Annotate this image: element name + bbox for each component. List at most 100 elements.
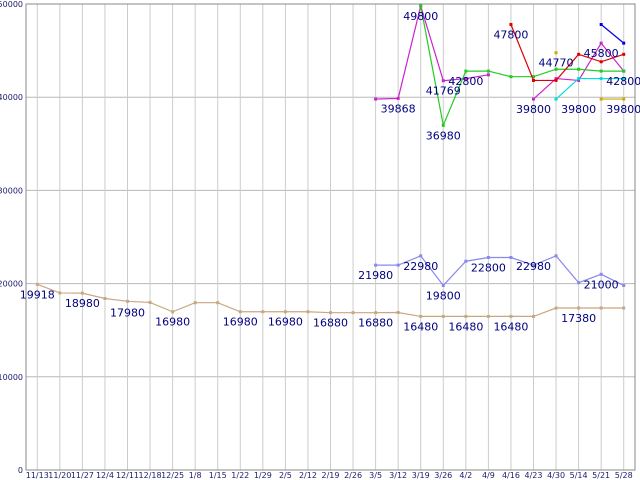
data-point bbox=[419, 4, 423, 8]
data-label: 41769 bbox=[426, 85, 461, 98]
series-lines bbox=[35, 3, 626, 318]
y-tick-label: 10000 bbox=[0, 373, 23, 382]
data-point bbox=[622, 52, 626, 56]
data-point bbox=[35, 282, 39, 286]
data-point bbox=[577, 306, 581, 310]
x-tick-label: 2/12 bbox=[299, 471, 317, 480]
data-point bbox=[464, 259, 468, 263]
data-label: 22980 bbox=[403, 260, 438, 273]
data-point bbox=[577, 52, 581, 56]
data-point bbox=[599, 41, 603, 45]
data-point bbox=[577, 78, 581, 82]
data-label: 44770 bbox=[539, 57, 574, 70]
data-point bbox=[554, 306, 558, 310]
data-point bbox=[599, 23, 603, 27]
data-point bbox=[577, 67, 581, 71]
x-tick-label: 4/23 bbox=[525, 471, 543, 480]
data-point bbox=[441, 123, 445, 127]
data-point bbox=[486, 256, 490, 260]
data-point bbox=[622, 97, 626, 101]
data-label: 16880 bbox=[358, 317, 393, 330]
x-tick-label: 4/30 bbox=[547, 471, 565, 480]
data-point bbox=[622, 69, 626, 73]
x-tick-label: 2/19 bbox=[322, 471, 340, 480]
data-point bbox=[622, 41, 626, 45]
data-label: 42800 bbox=[448, 75, 483, 88]
data-label: 16880 bbox=[313, 317, 348, 330]
series-line bbox=[420, 5, 624, 128]
data-label: 18980 bbox=[65, 297, 100, 310]
y-tick-label: 50000 bbox=[0, 0, 23, 9]
data-point bbox=[509, 75, 513, 79]
data-point bbox=[622, 77, 626, 81]
x-tick-label: 4/9 bbox=[482, 471, 495, 480]
x-tick-label: 5/21 bbox=[592, 471, 610, 480]
data-point bbox=[599, 77, 603, 81]
data-point bbox=[374, 311, 378, 315]
y-tick-label: 20000 bbox=[0, 280, 23, 289]
data-point bbox=[103, 297, 107, 301]
data-point bbox=[419, 314, 423, 318]
x-tick-label: 12/25 bbox=[161, 471, 184, 480]
data-label: 21000 bbox=[584, 278, 619, 291]
data-label: 39800 bbox=[561, 103, 596, 116]
data-point bbox=[171, 310, 175, 314]
x-tick-label: 5/14 bbox=[570, 471, 588, 480]
data-point bbox=[599, 60, 603, 64]
x-tick-label: 1/22 bbox=[231, 471, 249, 480]
data-point bbox=[148, 300, 152, 304]
data-label: 16980 bbox=[223, 316, 258, 329]
data-label: 16980 bbox=[268, 316, 303, 329]
data-point bbox=[532, 78, 535, 82]
x-tick-label: 3/19 bbox=[412, 471, 430, 480]
data-point bbox=[306, 310, 310, 314]
data-point bbox=[599, 272, 603, 276]
data-point bbox=[554, 51, 558, 55]
data-label: 22980 bbox=[516, 260, 551, 273]
data-point bbox=[374, 97, 378, 101]
x-tick-label: 2/26 bbox=[344, 471, 362, 480]
data-point bbox=[419, 254, 423, 258]
data-point bbox=[577, 77, 581, 81]
data-point bbox=[486, 314, 490, 318]
x-tick-label: 11/27 bbox=[71, 471, 94, 480]
data-point bbox=[554, 78, 558, 82]
data-point bbox=[577, 281, 581, 285]
data-point bbox=[554, 67, 558, 71]
data-point bbox=[216, 301, 220, 305]
data-point bbox=[58, 291, 62, 295]
x-tick-label: 12/4 bbox=[96, 471, 114, 480]
data-label: 16480 bbox=[448, 320, 483, 333]
data-point bbox=[599, 306, 603, 310]
x-tick-label: 1/29 bbox=[254, 471, 272, 480]
data-point bbox=[622, 306, 626, 310]
data-point bbox=[554, 97, 558, 101]
data-point bbox=[509, 256, 513, 260]
data-point bbox=[283, 310, 287, 314]
data-point bbox=[441, 314, 445, 318]
data-point bbox=[80, 291, 84, 295]
data-point bbox=[261, 310, 265, 314]
x-tick-label: 3/12 bbox=[389, 471, 407, 480]
x-tick-label: 12/11 bbox=[116, 471, 139, 480]
data-point bbox=[126, 299, 129, 303]
data-label: 39800 bbox=[606, 103, 640, 116]
data-labels: 19918 18980 17980 16980 16980 16980 16880 16880… bbox=[20, 10, 640, 334]
y-tick-label: 40000 bbox=[0, 93, 23, 102]
data-point bbox=[441, 283, 445, 287]
data-point bbox=[238, 310, 242, 314]
x-tick-label: 4/16 bbox=[502, 471, 520, 480]
x-tick-label: 3/26 bbox=[434, 471, 452, 480]
data-label: 39868 bbox=[381, 102, 416, 115]
data-point bbox=[532, 263, 535, 267]
plot-frame bbox=[25, 3, 636, 471]
data-label: 39800 bbox=[516, 103, 551, 116]
data-point bbox=[396, 263, 400, 267]
x-tick-label: 1/8 bbox=[189, 471, 202, 480]
data-label: 19800 bbox=[426, 289, 461, 302]
data-label: 21980 bbox=[358, 269, 393, 282]
data-label: 36980 bbox=[426, 129, 461, 142]
data-point bbox=[532, 314, 535, 318]
